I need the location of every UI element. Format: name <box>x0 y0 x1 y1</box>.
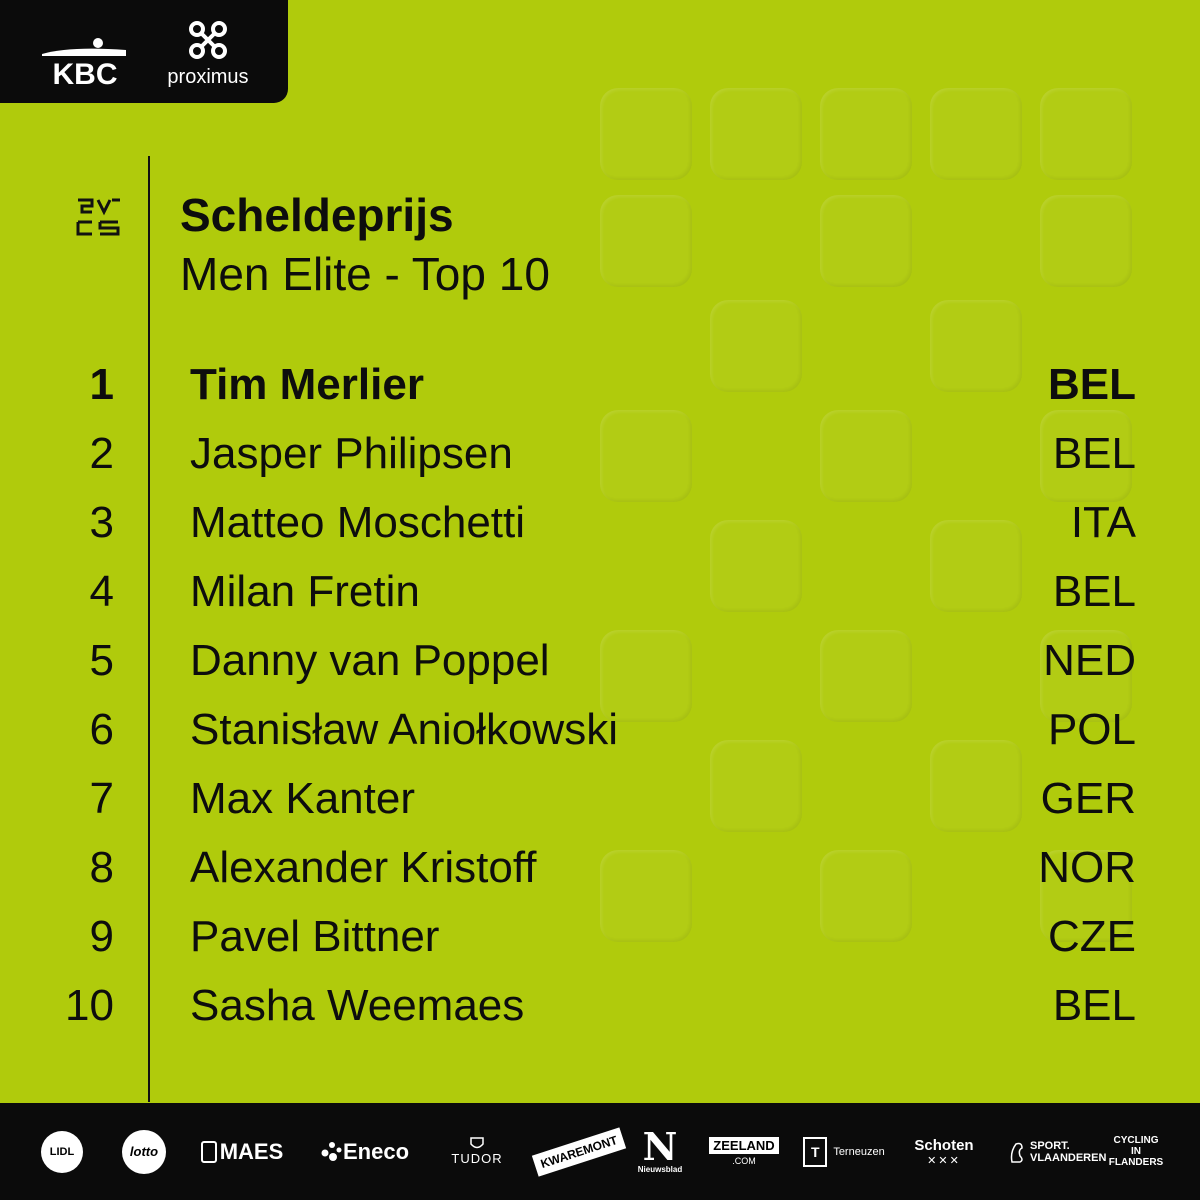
nieuwsblad-mark: N <box>642 1124 678 1169</box>
rank: 5 <box>89 636 114 685</box>
proximus-logo: proximus <box>160 18 260 88</box>
rank: 3 <box>89 498 114 547</box>
maes-logo: MAES <box>196 1103 288 1200</box>
nationality: BEL <box>1052 429 1136 478</box>
rider-name: Pavel Bittner <box>190 912 440 961</box>
nationality: BEL <box>1048 360 1136 409</box>
nationality: NED <box>1043 636 1136 685</box>
kbc-logo: KBC <box>40 18 130 91</box>
rank: 6 <box>89 705 114 754</box>
lotto-logo: lotto <box>112 1103 176 1200</box>
terneuzen-wordmark: Terneuzen <box>833 1145 885 1158</box>
result-row: 7 Max Kanter GER <box>0 766 1200 835</box>
zeeland-com: .COM <box>732 1156 756 1166</box>
cycling-in-flanders-wordmark: CYCLING IN FLANDERS <box>1108 1135 1164 1168</box>
nationality: BEL <box>1052 981 1136 1030</box>
rider-name: Sasha Weemaes <box>190 981 525 1030</box>
result-row: 5 Danny van Poppel NED <box>0 628 1200 697</box>
pattern-square <box>1040 195 1132 287</box>
terneuzen-icon: T <box>803 1136 828 1167</box>
result-row: 8 Alexander Kristoff NOR <box>0 835 1200 904</box>
zeeland-logo: ZEELAND .COM <box>706 1103 782 1200</box>
kbc-wordmark: KBC <box>52 58 118 91</box>
header-sponsor-bar: KBC proximus <box>0 0 288 103</box>
result-row: 2 Jasper Philipsen BEL <box>0 421 1200 490</box>
result-row: 4 Milan Fretin BEL <box>0 559 1200 628</box>
rank: 2 <box>89 429 114 478</box>
flanders-lion-icon <box>1010 1142 1023 1163</box>
nieuwsblad-wordmark: Nieuwsblad <box>637 1165 683 1174</box>
sport-vlaanderen-logo: SPORT. VLAANDEREN <box>1004 1103 1107 1200</box>
proximus-wordmark: proximus <box>167 66 249 88</box>
schoten-logo: Schoten ✕✕✕ <box>904 1103 984 1200</box>
result-row: 10 Sasha Weemaes BEL <box>0 973 1200 1042</box>
result-row: 6 Stanisław Aniołkowski POL <box>0 697 1200 766</box>
nationality: GER <box>1040 774 1136 823</box>
pattern-square <box>710 88 802 180</box>
kbc-person-icon <box>42 38 126 56</box>
nationality: NOR <box>1038 843 1136 892</box>
lidl-wordmark: LIDL <box>49 1145 75 1158</box>
pattern-square <box>820 195 912 287</box>
rider-name: Tim Merlier <box>190 360 424 409</box>
zeeland-wordmark: ZEELAND <box>709 1137 779 1154</box>
eneco-wordmark: Eneco <box>342 1138 410 1164</box>
terneuzen-logo: T Terneuzen <box>800 1103 888 1200</box>
nieuwsblad-logo: N Nieuwsblad <box>632 1103 688 1200</box>
result-row: 3 Matteo Moschetti ITA <box>0 490 1200 559</box>
page-subtitle: Men Elite - Top 10 <box>180 248 550 300</box>
rider-name: Matteo Moschetti <box>190 498 526 547</box>
maes-wordmark: MAES <box>219 1138 284 1164</box>
rank: 7 <box>89 774 114 823</box>
nationality: POL <box>1047 705 1136 754</box>
rider-name: Milan Fretin <box>190 567 420 616</box>
eneco-dots-icon <box>321 1141 342 1161</box>
proximus-knot-icon <box>189 21 227 59</box>
eneco-logo: Eneco <box>314 1103 416 1200</box>
result-row: 9 Pavel Bittner CZE <box>0 904 1200 973</box>
lotto-wordmark: lotto <box>129 1144 159 1159</box>
maes-barrel-icon <box>200 1140 217 1163</box>
pattern-square <box>600 195 692 287</box>
rider-name: Danny van Poppel <box>190 636 550 685</box>
tudor-logo: TUDOR <box>438 1103 516 1200</box>
schoten-crosses-icon: ✕✕✕ <box>927 1154 961 1167</box>
kwaremont-logo: KWAREMONT <box>531 1103 627 1200</box>
tudor-wordmark: TUDOR <box>451 1151 503 1166</box>
vertical-divider <box>148 156 150 1102</box>
rank: 10 <box>65 981 114 1030</box>
rider-name: Stanisław Aniołkowski <box>190 705 618 754</box>
rank: 1 <box>89 360 114 409</box>
pattern-square <box>600 88 692 180</box>
result-row: 1 Tim Merlier BEL <box>0 352 1200 421</box>
rider-name: Alexander Kristoff <box>190 843 537 892</box>
footer-sponsor-bar: LIDL lotto MAES Eneco TUDOR KWAREMONT N … <box>0 1103 1200 1200</box>
nationality: ITA <box>1070 498 1136 547</box>
pattern-square <box>1040 88 1132 180</box>
rank: 9 <box>89 912 114 961</box>
rank: 8 <box>89 843 114 892</box>
rider-name: Max Kanter <box>190 774 415 823</box>
cycling-in-flanders-logo: CYCLING IN FLANDERS <box>1106 1103 1166 1200</box>
kwaremont-wordmark: KWAREMONT <box>531 1126 627 1177</box>
sport-vlaanderen-wordmark: SPORT. VLAANDEREN <box>1030 1139 1107 1164</box>
schoten-wordmark: Schoten <box>914 1136 974 1154</box>
rank: 4 <box>89 567 114 616</box>
nationality: BEL <box>1052 567 1136 616</box>
tudor-shield-icon <box>470 1137 484 1149</box>
pattern-square <box>820 88 912 180</box>
pattern-square <box>930 88 1022 180</box>
results-list: 1 Tim Merlier BEL 2 Jasper Philipsen BEL… <box>0 352 1200 1042</box>
lidl-logo: LIDL <box>34 1103 90 1200</box>
rider-name: Jasper Philipsen <box>190 429 513 478</box>
nationality: CZE <box>1048 912 1136 961</box>
scheldeprijs-logo-icon <box>76 198 120 236</box>
page-title: Scheldeprijs <box>180 189 454 241</box>
